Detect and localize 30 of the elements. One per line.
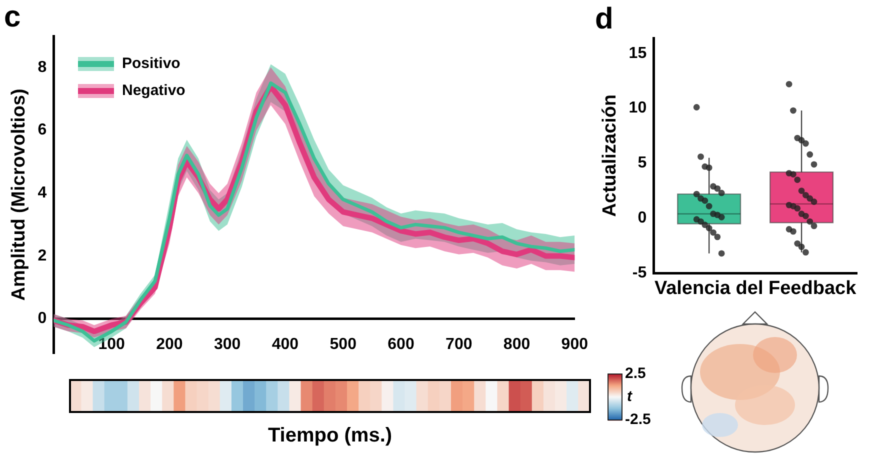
y-tick-label: -5 (632, 264, 647, 282)
y-tick-label: 0 (638, 210, 647, 227)
x-tick-label: 100 (98, 336, 126, 353)
y-tick-label: 10 (628, 100, 647, 117)
x-tick-label: 900 (561, 336, 588, 353)
y-tick-label: 8 (38, 58, 47, 76)
y-tick-label: 2 (38, 247, 47, 264)
legend-label: Negativo (122, 82, 186, 99)
chart-title: d (595, 2, 614, 36)
x-axis-title: Valencia del Feedback (654, 278, 857, 299)
x-tick-label: 300 (214, 336, 241, 353)
y-tick-label: 4 (38, 184, 47, 202)
x-tick-label: 600 (388, 336, 414, 353)
color-bar-label: -2.5 (625, 411, 651, 428)
y-tick-label: 5 (638, 154, 647, 172)
y-axis-title: Actualización (600, 94, 621, 217)
x-tick-label: 400 (272, 336, 299, 353)
y-axis-title: Amplitud (Microvoltios) (8, 88, 30, 301)
x-axis-title: Tiempo (ms.) (268, 424, 392, 447)
x-tick-label: 800 (503, 336, 530, 353)
legend-label: Positivo (122, 55, 180, 72)
color-bar-label: 2.5 (625, 365, 646, 382)
y-tick-label: 15 (628, 44, 647, 62)
x-tick-label: 700 (446, 336, 472, 353)
color-bar-title: t (627, 388, 633, 406)
y-tick-label: 0 (38, 310, 47, 328)
x-tick-label: 200 (156, 336, 183, 353)
y-tick-label: 6 (38, 122, 47, 139)
x-tick-label: 500 (330, 336, 357, 353)
chart-title: c (4, 0, 21, 34)
